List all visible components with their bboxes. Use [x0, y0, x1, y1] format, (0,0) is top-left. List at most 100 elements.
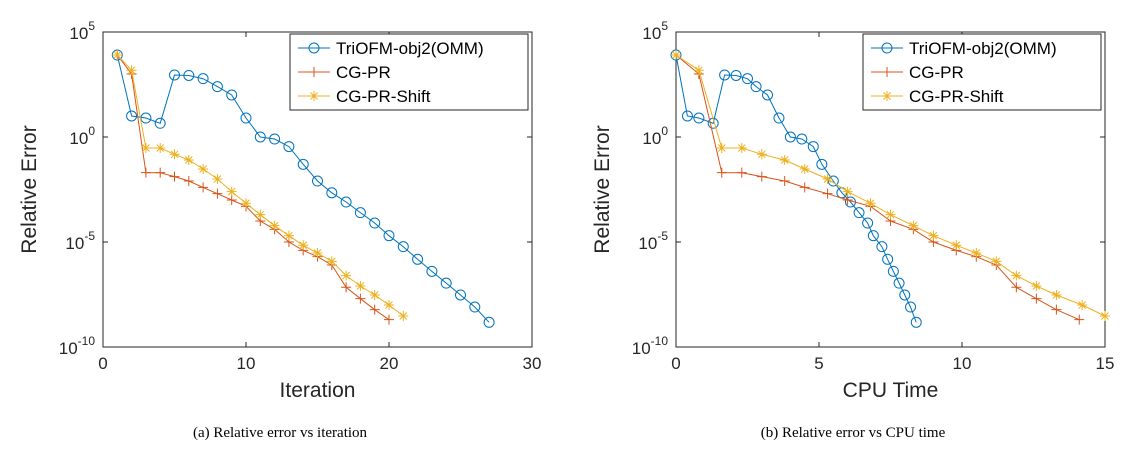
data-point: [827, 175, 839, 187]
data-point: [283, 141, 295, 153]
legend-marker: [882, 91, 892, 101]
data-point: [126, 65, 137, 76]
data-point: [169, 149, 180, 160]
caption-a: (a) Relative error vs iteration: [192, 425, 368, 441]
data-point: [212, 188, 223, 199]
data-point: [681, 110, 693, 122]
data-point: [876, 241, 888, 253]
y-tick-label: 10-10: [632, 334, 669, 358]
data-point: [991, 256, 1002, 267]
series-0: [111, 49, 495, 328]
axes-box: [102, 31, 533, 348]
data-point: [355, 293, 366, 304]
data-point: [773, 112, 785, 124]
x-axis-label: Iteration: [280, 379, 356, 402]
data-point: [369, 289, 380, 300]
data-point: [736, 167, 747, 178]
data-point: [899, 289, 911, 301]
y-tick-label: 100: [642, 124, 668, 148]
data-point: [126, 110, 138, 122]
data-point: [842, 195, 853, 205]
data-point: [269, 133, 281, 145]
data-point: [885, 209, 896, 220]
data-point: [784, 131, 796, 143]
data-point: [693, 112, 705, 124]
data-point: [140, 112, 152, 124]
data-point: [341, 282, 352, 293]
legend-label: CG-PR: [336, 63, 391, 82]
data-point: [241, 198, 251, 209]
data-point: [398, 310, 409, 321]
x-tick-label: 30: [523, 354, 542, 373]
y-tick-label: 105: [642, 19, 668, 43]
data-point: [297, 158, 309, 170]
data-point: [779, 176, 790, 187]
data-point: [1031, 281, 1042, 292]
data-point: [226, 89, 238, 101]
data-point: [354, 207, 366, 219]
legend-label: CG-PR-Shift: [336, 87, 431, 106]
data-point: [369, 217, 381, 229]
data-point: [483, 316, 495, 328]
data-point: [908, 220, 919, 231]
data-point: [312, 175, 323, 187]
data-point: [440, 277, 452, 289]
data-point: [807, 141, 819, 153]
data-point: [905, 301, 917, 313]
x-tick-label: 15: [1096, 354, 1115, 373]
series-line: [675, 54, 917, 323]
data-point: [341, 270, 352, 281]
data-point: [455, 289, 466, 301]
data-point: [269, 220, 280, 231]
x-tick-label: 0: [671, 354, 680, 373]
data-point: [198, 182, 209, 193]
data-point: [719, 69, 731, 81]
data-point: [240, 112, 252, 124]
data-point: [862, 217, 874, 229]
data-point: [887, 265, 899, 277]
data-point: [183, 69, 195, 81]
series-0: [670, 49, 922, 328]
data-point: [1051, 289, 1062, 300]
data-point: [211, 81, 223, 93]
data-point: [340, 196, 352, 208]
data-point: [155, 142, 166, 153]
data-point: [756, 149, 767, 160]
x-axis-label: CPU Time: [843, 379, 939, 402]
data-point: [971, 247, 982, 258]
data-point: [796, 133, 808, 145]
legend-marker: [881, 42, 893, 54]
legend: TriOFM-obj2(OMM) CG-PR CG-PR-Shift: [289, 33, 529, 111]
data-point: [183, 176, 194, 187]
data-point: [822, 174, 833, 184]
data-point: [842, 186, 853, 197]
data-point: [693, 65, 704, 76]
data-point: [928, 230, 939, 241]
data-point: [853, 207, 865, 219]
data-point: [756, 171, 767, 182]
data-point: [283, 230, 294, 241]
data-point: [197, 73, 209, 85]
x-tick-label: 5: [814, 354, 823, 373]
y-axis-label: Relative Error: [18, 125, 41, 253]
data-point: [140, 142, 151, 153]
data-point: [816, 158, 828, 170]
data-point: [822, 188, 833, 199]
legend-marker: [882, 67, 892, 77]
x-tick-label: 10: [237, 354, 256, 373]
data-point: [384, 300, 394, 310]
data-point: [155, 167, 166, 178]
data-point: [716, 142, 727, 153]
data-point: [312, 247, 323, 258]
data-point: [730, 69, 742, 81]
data-point: [469, 301, 481, 313]
data-point: [226, 195, 237, 205]
data-point: [298, 240, 309, 251]
data-point: [426, 265, 438, 277]
data-point: [1011, 282, 1022, 293]
data-point: [750, 81, 762, 93]
x-tick-label: 20: [380, 354, 399, 373]
data-point: [799, 163, 810, 174]
data-point: [140, 167, 151, 178]
